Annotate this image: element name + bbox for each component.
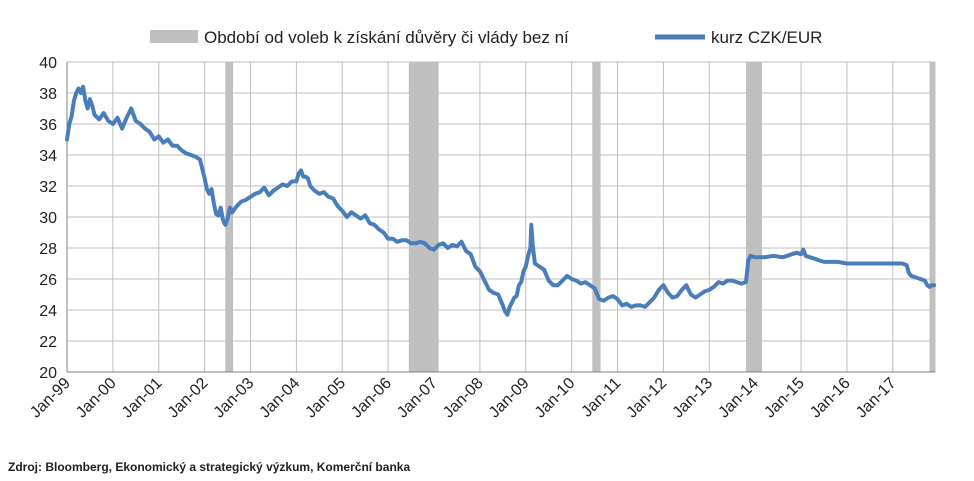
legend-swatch-bands xyxy=(150,30,198,43)
x-tick-label: Jan-15 xyxy=(761,375,808,422)
election-period-band xyxy=(929,62,935,372)
legend: Období od voleb k získání důvěry či vlád… xyxy=(150,28,822,47)
y-tick-label: 40 xyxy=(39,55,57,72)
y-tick-label: 32 xyxy=(39,179,57,196)
election-period-band xyxy=(408,62,439,372)
x-tick-label: Jan-02 xyxy=(165,375,212,422)
y-tick-label: 34 xyxy=(39,148,57,165)
y-tick-label: 22 xyxy=(39,334,57,351)
y-tick-label: 28 xyxy=(39,241,57,258)
x-tick-label: Jan-00 xyxy=(73,375,120,422)
y-tick-label: 30 xyxy=(39,210,57,227)
y-tick-label: 20 xyxy=(39,365,57,382)
x-tick-label: Jan-13 xyxy=(669,375,716,422)
x-tick-label: Jan-01 xyxy=(119,375,166,422)
x-tick-label: Jan-12 xyxy=(624,375,671,422)
legend-label-line: kurz CZK/EUR xyxy=(711,28,822,47)
x-tick-label: Jan-08 xyxy=(440,375,487,422)
election-period-band xyxy=(745,62,763,372)
y-tick-label: 26 xyxy=(39,272,57,289)
election-period-band xyxy=(592,62,601,372)
series-line-czk-eur xyxy=(65,84,937,317)
x-tick-label: Jan-10 xyxy=(532,375,579,422)
x-tick-label: Jan-16 xyxy=(807,375,854,422)
x-tick-label: Jan-14 xyxy=(715,375,762,422)
x-tick-label: Jan-17 xyxy=(853,375,900,422)
x-tick-label: Jan-09 xyxy=(486,375,533,422)
y-tick-label: 24 xyxy=(39,303,57,320)
x-tick-label: Jan-11 xyxy=(579,375,625,421)
legend-label-bands: Období od voleb k získání důvěry či vlád… xyxy=(204,28,569,47)
source-note: Zdroj: Bloomberg, Ekonomický a strategic… xyxy=(8,460,411,474)
y-tick-label: 36 xyxy=(39,117,57,134)
x-tick-label: Jan-05 xyxy=(302,375,349,422)
x-tick-label: Jan-07 xyxy=(394,375,441,422)
chart: Období od voleb k získání důvěry či vlád… xyxy=(27,28,937,422)
x-tick-label: Jan-04 xyxy=(257,375,304,422)
x-tick-label: Jan-03 xyxy=(211,375,258,422)
y-tick-label: 38 xyxy=(39,86,57,103)
x-tick-label: Jan-06 xyxy=(348,375,395,422)
